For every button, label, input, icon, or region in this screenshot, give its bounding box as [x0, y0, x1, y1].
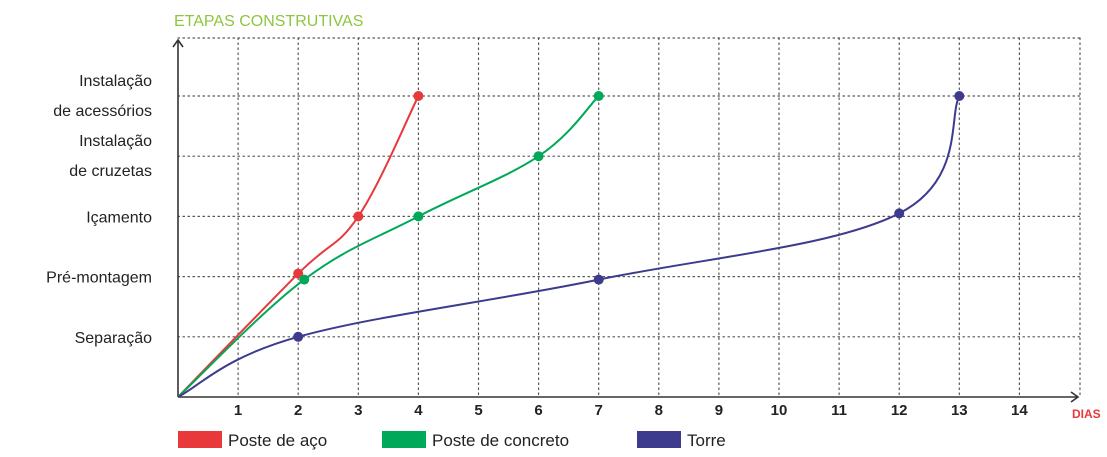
- legend-label: Poste de concreto: [432, 431, 569, 450]
- legend-label: Torre: [687, 431, 726, 450]
- x-tick-label: 13: [951, 402, 968, 419]
- legend-swatch: [178, 431, 222, 448]
- legend-label: Poste de aço: [228, 431, 327, 450]
- data-point: [293, 331, 304, 342]
- y-tick-label: Pré-montagem: [46, 270, 152, 287]
- data-point: [353, 211, 364, 222]
- x-tick-label: 10: [771, 402, 788, 419]
- y-tick-label: Içamento: [86, 209, 152, 226]
- x-tick-label: 11: [831, 402, 847, 419]
- series-line: [177, 95, 961, 398]
- y-tick-label: Instalação: [79, 133, 152, 150]
- x-axis-tick-labels: 1 2 3 4 5 6 7 8 9 10 11 12 13 14: [234, 402, 1028, 419]
- data-point: [954, 91, 965, 101]
- legend-swatch: [382, 431, 426, 448]
- x-tick-label: 3: [354, 402, 362, 419]
- grid-lines: [177, 37, 1081, 398]
- data-point: [413, 211, 424, 222]
- x-tick-label: 2: [294, 402, 302, 419]
- y-tick-label: Instalação: [79, 73, 152, 90]
- y-axis-title: ETAPAS CONSTRUTIVAS: [174, 13, 363, 30]
- x-tick-label: 1: [234, 402, 242, 419]
- legend: Poste de aço Poste de concreto Torre: [178, 431, 726, 450]
- axes: ETAPAS CONSTRUTIVAS DIAS: [172, 13, 1101, 421]
- data-point: [299, 274, 310, 285]
- x-tick-label: 9: [715, 402, 723, 419]
- x-tick-label: 8: [655, 402, 663, 419]
- data-point: [593, 91, 604, 101]
- y-tick-label: de cruzetas: [69, 163, 152, 180]
- y-tick-label: de acessórios: [53, 103, 152, 120]
- data-point: [533, 151, 544, 162]
- x-tick-label: 4: [414, 402, 423, 419]
- series-lines: [177, 91, 965, 398]
- y-tick-label: Separação: [75, 330, 152, 347]
- x-tick-label: 14: [1011, 402, 1028, 419]
- series-line: [177, 95, 600, 398]
- x-axis-title: DIAS: [1072, 407, 1101, 421]
- x-tick-label: 7: [595, 402, 603, 419]
- x-tick-label: 6: [534, 402, 542, 419]
- x-tick-label: 12: [891, 402, 908, 419]
- legend-swatch: [637, 431, 681, 448]
- data-point: [413, 91, 424, 101]
- data-point: [593, 274, 604, 285]
- x-tick-label: 5: [474, 402, 482, 419]
- series-line: [177, 95, 420, 398]
- y-axis-tick-labels: Separação Pré-montagem Içamento Instalação d…: [46, 73, 152, 347]
- x-axis-arrow: [1070, 391, 1080, 403]
- data-point: [894, 208, 905, 219]
- y-axis-arrow: [172, 38, 184, 48]
